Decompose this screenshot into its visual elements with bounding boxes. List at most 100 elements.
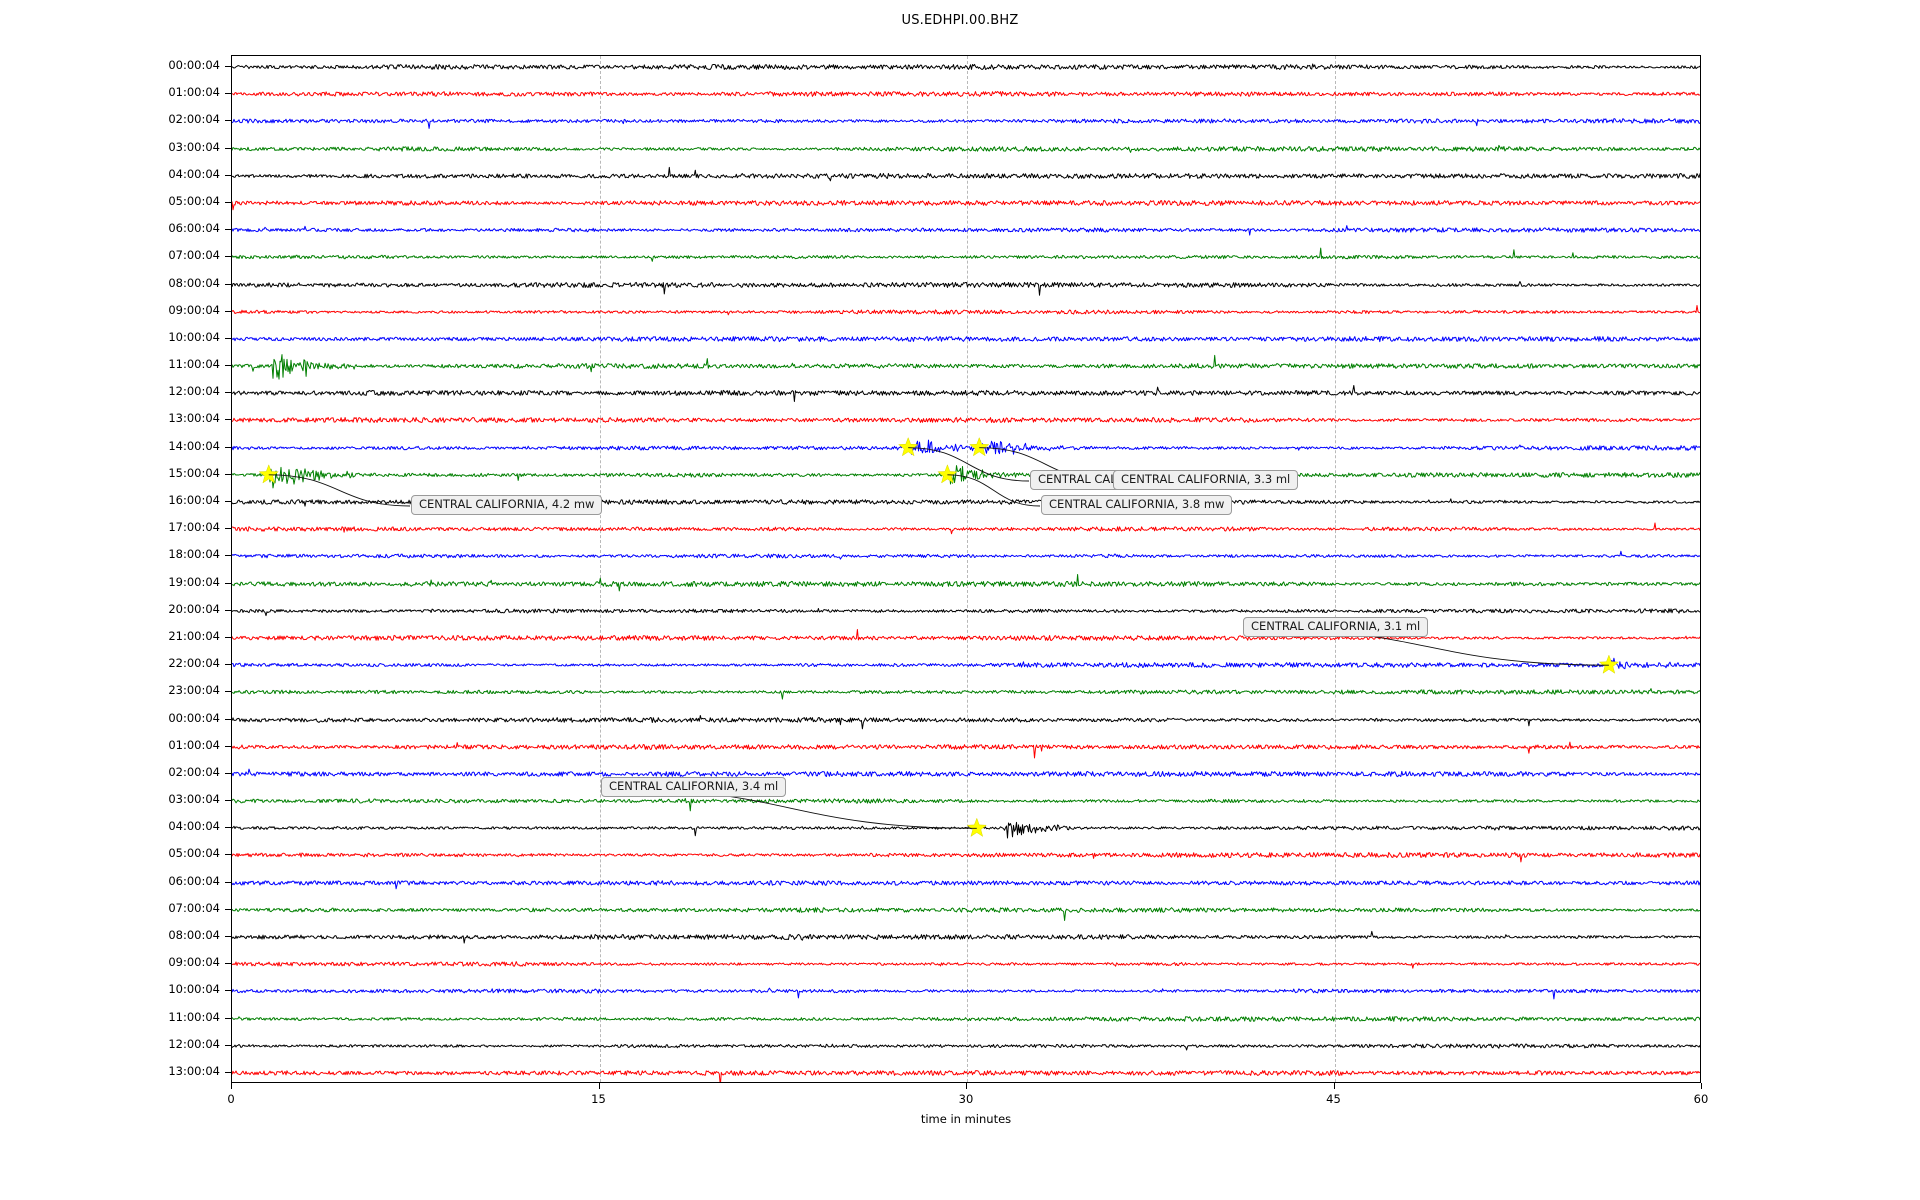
trace-row <box>232 882 1700 938</box>
x-axis-tick <box>966 1083 967 1089</box>
trace-row <box>232 175 1700 231</box>
y-axis-label: 22:00:04 <box>168 656 220 671</box>
y-axis-tick <box>225 365 231 367</box>
y-axis-tick <box>225 310 231 312</box>
plot-area <box>231 55 1701 1083</box>
y-axis-tick <box>225 691 231 693</box>
trace-row <box>232 583 1700 639</box>
y-axis-label: 13:00:04 <box>168 411 220 426</box>
y-axis-tick <box>225 66 231 67</box>
trace-row <box>232 365 1700 421</box>
event-annotation-label[interactable]: CENTRAL CALIFORNIA, 4.2 mw <box>411 495 603 516</box>
trace-row <box>232 664 1700 720</box>
y-axis-label: 02:00:04 <box>168 764 220 779</box>
x-axis-tick <box>1333 1083 1335 1089</box>
y-axis-tick <box>225 392 231 394</box>
y-axis-label: 09:00:04 <box>168 955 220 970</box>
event-annotation-label[interactable]: CENTRAL CALIFORNIA, 3.1 ml <box>1243 617 1429 638</box>
y-axis-tick <box>225 718 231 720</box>
trace-row <box>232 66 1700 122</box>
y-axis-tick <box>225 120 231 122</box>
y-axis-label: 00:00:04 <box>168 58 220 72</box>
y-axis-label: 01:00:04 <box>168 737 220 752</box>
y-axis-label: 20:00:04 <box>168 601 220 616</box>
y-axis-tick <box>225 963 231 965</box>
y-axis-tick <box>225 582 231 584</box>
y-axis-label: 05:00:04 <box>168 846 220 861</box>
trace-row <box>232 392 1700 448</box>
trace-row <box>232 963 1700 1019</box>
x-axis-label: 45 <box>1326 1092 1341 1106</box>
y-axis-label: 08:00:04 <box>168 275 220 290</box>
x-axis-label: 0 <box>227 1092 235 1106</box>
y-axis-tick <box>225 528 231 530</box>
trace-row <box>232 284 1700 340</box>
y-axis-label: 15:00:04 <box>168 465 220 480</box>
trace-row <box>232 855 1700 911</box>
y-axis-tick <box>225 664 231 666</box>
y-axis-label: 08:00:04 <box>168 928 220 943</box>
y-axis-label: 13:00:04 <box>168 1064 220 1078</box>
plot-inner <box>232 56 1700 1082</box>
trace-row <box>232 257 1700 313</box>
trace-row <box>232 1018 1700 1074</box>
y-axis-label: 11:00:04 <box>168 1009 220 1024</box>
y-axis-tick <box>225 229 231 231</box>
trace-row <box>232 991 1700 1047</box>
y-axis-tick <box>225 473 231 475</box>
page-title: US.EDHPI.00.BHZ <box>901 13 1019 28</box>
y-axis-tick <box>225 854 231 856</box>
trace-row <box>232 909 1700 965</box>
y-axis-label: 16:00:04 <box>168 493 220 508</box>
y-axis-label: 21:00:04 <box>168 628 220 643</box>
y-axis-tick <box>225 93 231 95</box>
trace-row <box>232 556 1700 612</box>
trace-row <box>232 827 1700 883</box>
trace-row <box>232 121 1700 177</box>
event-annotation-label[interactable]: CENTRAL CALIFORNIA, 3.4 ml <box>601 777 787 798</box>
y-axis-tick <box>225 147 231 149</box>
x-axis-tick <box>1701 1083 1702 1089</box>
y-axis-tick <box>225 609 231 611</box>
y-axis-label: 12:00:04 <box>168 1036 220 1051</box>
x-axis-label: 15 <box>591 1092 606 1106</box>
y-axis-tick <box>225 174 231 176</box>
y-axis-tick <box>225 201 231 203</box>
x-axis-label: 60 <box>1693 1092 1709 1106</box>
y-axis-label: 05:00:04 <box>168 193 220 208</box>
trace-row <box>232 148 1700 204</box>
y-axis-label: 14:00:04 <box>168 438 220 453</box>
y-axis-tick <box>225 990 231 992</box>
trace-row <box>232 501 1700 557</box>
trace-row <box>232 311 1700 367</box>
y-axis-label: 02:00:04 <box>168 112 220 127</box>
y-axis-tick <box>225 1072 231 1073</box>
x-axis-title: time in minutes <box>920 1112 1012 1126</box>
x-axis-tick <box>598 1083 600 1089</box>
y-axis-label: 09:00:04 <box>168 302 220 317</box>
y-axis-tick <box>225 1044 231 1046</box>
y-axis-label: 04:00:04 <box>168 819 220 834</box>
y-axis-tick <box>225 881 231 883</box>
y-axis-tick <box>225 1017 231 1019</box>
y-axis-label: 07:00:04 <box>168 900 220 915</box>
trace-row <box>232 338 1700 394</box>
y-axis-label: 10:00:04 <box>168 982 220 997</box>
trace-row <box>232 746 1700 802</box>
trace-row <box>232 1045 1700 1082</box>
trace-row <box>232 93 1700 149</box>
trace-row <box>232 528 1700 584</box>
y-axis-label: 10:00:04 <box>168 329 220 344</box>
event-annotation-label[interactable]: CENTRAL CALIFORNIA, 3.3 ml <box>1113 470 1299 491</box>
event-annotation-label[interactable]: CENTRAL CALIFORNIA, 3.8 mw <box>1041 495 1233 516</box>
y-axis-label: 01:00:04 <box>168 85 220 100</box>
y-axis-label: 03:00:04 <box>168 792 220 807</box>
y-axis-label: 03:00:04 <box>168 139 220 154</box>
y-axis-label: 17:00:04 <box>168 520 220 535</box>
y-axis-tick <box>225 745 231 747</box>
y-axis-label: 07:00:04 <box>168 248 220 263</box>
y-axis-tick <box>225 772 231 774</box>
gridline-vertical <box>599 56 601 1082</box>
y-axis-tick <box>225 337 231 339</box>
